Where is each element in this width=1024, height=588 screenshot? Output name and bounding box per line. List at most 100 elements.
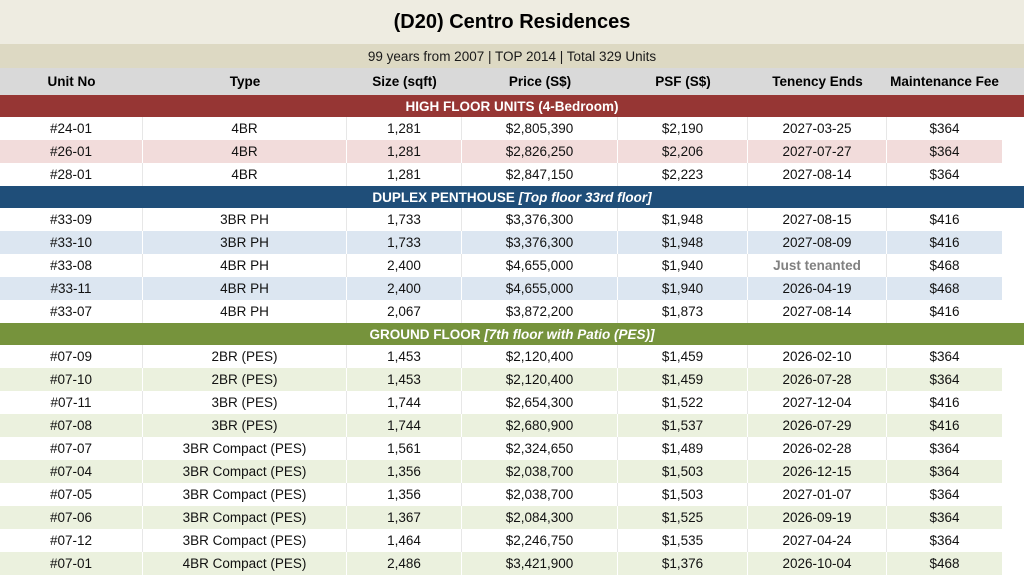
cell-unit-no: #07-04 — [0, 460, 143, 483]
cell-maintenance-fee: $416 — [929, 235, 960, 250]
column-header-psf-sgd: PSF (S$) — [655, 74, 711, 89]
column-header-unit-no: Unit No — [47, 74, 96, 89]
cell-maintenance-fee: $416 — [929, 304, 960, 319]
cell-price-sgd: $2,120,400 — [462, 345, 618, 368]
cell-psf-sgd: $2,223 — [618, 163, 748, 186]
table-row: #07-09 2BR (PES) 1,453 $2,120,400 $1,459 2026… — [0, 345, 1002, 368]
column-header-size-sqft: Size (sqft) — [372, 74, 437, 89]
cell-size-sqft: 1,733 — [347, 208, 462, 231]
table-row: #07-08 3BR (PES) 1,744 $2,680,900 $1,537 2026… — [0, 414, 1002, 437]
cell-type: 3BR Compact (PES) — [143, 529, 347, 552]
cell-tenancy-ends: 2027-08-15 — [748, 208, 887, 231]
cell-unit-no: #33-07 — [0, 300, 143, 323]
cell-tenancy-ends: 2027-08-14 — [748, 300, 887, 323]
cell-psf-sgd: $1,948 — [618, 208, 748, 231]
cell-maintenance-fee: $364 — [929, 533, 960, 548]
cell-psf-sgd: $1,940 — [618, 277, 748, 300]
cell-price-sgd: $3,376,300 — [462, 208, 618, 231]
cell-tenancy-ends: 2027-12-04 — [748, 391, 887, 414]
cell-tenancy-ends: 2026-02-10 — [748, 345, 887, 368]
cell-psf-sgd: $1,503 — [618, 483, 748, 506]
cell-maintenance-fee: $364 — [929, 144, 960, 159]
cell-psf-sgd: $1,940 — [618, 254, 748, 277]
cell-tenancy-ends: 2026-07-29 — [748, 414, 887, 437]
cell-price-sgd: $2,680,900 — [462, 414, 618, 437]
section-label: GROUND FLOOR — [369, 326, 481, 342]
cell-unit-no: #33-11 — [0, 277, 143, 300]
cell-unit-no: #28-01 — [0, 163, 143, 186]
table-row: #07-07 3BR Compact (PES) 1,561 $2,324,650 $1… — [0, 437, 1002, 460]
column-header-type: Type — [229, 74, 261, 89]
cell-price-sgd: $2,324,650 — [462, 437, 618, 460]
cell-psf-sgd: $1,535 — [618, 529, 748, 552]
cell-unit-no: #07-11 — [0, 391, 143, 414]
table-row: #24-01 4BR 1,281 $2,805,390 $2,190 2027-03-25… — [0, 117, 1002, 140]
cell-unit-no: #07-10 — [0, 368, 143, 391]
cell-psf-sgd: $1,376 — [618, 552, 748, 575]
cell-tenancy-ends: 2027-04-24 — [748, 529, 887, 552]
cell-unit-no: #07-01 — [0, 552, 143, 575]
cell-tenancy-ends: 2027-07-27 — [748, 140, 887, 163]
cell-tenancy-ends: 2026-12-15 — [748, 460, 887, 483]
cell-unit-no: #07-12 — [0, 529, 143, 552]
cell-price-sgd: $4,655,000 — [462, 277, 618, 300]
cell-psf-sgd: $1,522 — [618, 391, 748, 414]
cell-price-sgd: $2,847,150 — [462, 163, 618, 186]
cell-maintenance-fee: $468 — [929, 556, 960, 571]
cell-tenancy-ends: 2027-01-07 — [748, 483, 887, 506]
cell-size-sqft: 1,733 — [347, 231, 462, 254]
table-row: #33-09 3BR PH 1,733 $3,376,300 $1,948 2027-08… — [0, 208, 1002, 231]
cell-size-sqft: 2,067 — [347, 300, 462, 323]
cell-type: 3BR (PES) — [143, 391, 347, 414]
table-row: #28-01 4BR 1,281 $2,847,150 $2,223 2027-08-14… — [0, 163, 1002, 186]
table-row: #07-06 3BR Compact (PES) 1,367 $2,084,300 $1… — [0, 506, 1002, 529]
cell-type: 4BR — [143, 140, 347, 163]
cell-type: 4BR PH — [143, 277, 347, 300]
cell-type: 2BR (PES) — [143, 368, 347, 391]
cell-tenancy-ends: 2026-04-19 — [748, 277, 887, 300]
cell-size-sqft: 2,486 — [347, 552, 462, 575]
cell-maintenance-fee: $364 — [929, 121, 960, 136]
table-row: #07-05 3BR Compact (PES) 1,356 $2,038,700 $1… — [0, 483, 1002, 506]
table-row: #07-12 3BR Compact (PES) 1,464 $2,246,750 $1… — [0, 529, 1002, 552]
cell-unit-no: #33-09 — [0, 208, 143, 231]
cell-size-sqft: 2,400 — [347, 277, 462, 300]
project-summary: 99 years from 2007 | TOP 2014 | Total 32… — [0, 44, 1024, 68]
cell-unit-no: #33-08 — [0, 254, 143, 277]
cell-maintenance-fee: $364 — [929, 487, 960, 502]
cell-price-sgd: $2,120,400 — [462, 368, 618, 391]
cell-price-sgd: $2,826,250 — [462, 140, 618, 163]
cell-size-sqft: 1,356 — [347, 460, 462, 483]
cell-unit-no: #07-05 — [0, 483, 143, 506]
cell-psf-sgd: $1,489 — [618, 437, 748, 460]
cell-psf-sgd: $1,537 — [618, 414, 748, 437]
cell-psf-sgd: $1,525 — [618, 506, 748, 529]
cell-maintenance-fee: $364 — [929, 167, 960, 182]
table-row: #33-11 4BR PH 2,400 $4,655,000 $1,940 2026-04… — [0, 277, 1002, 300]
cell-price-sgd: $3,872,200 — [462, 300, 618, 323]
cell-psf-sgd: $1,459 — [618, 345, 748, 368]
cell-type: 4BR PH — [143, 300, 347, 323]
cell-type: 4BR — [143, 117, 347, 140]
cell-unit-no: #07-07 — [0, 437, 143, 460]
column-header-maintenance-fee: Maintenance Fee — [890, 74, 999, 89]
cell-price-sgd: $4,655,000 — [462, 254, 618, 277]
section-label: DUPLEX PENTHOUSE — [372, 189, 515, 205]
section-note: [7th floor with Patio (PES)] — [480, 326, 655, 342]
table-row: #26-01 4BR 1,281 $2,826,250 $2,206 2027-07-27… — [0, 140, 1002, 163]
table-header-row: Unit No Type Size (sqft) Price (S$) PSF (S$)… — [0, 68, 1024, 95]
section-header-high-floor-units: HIGH FLOOR UNITS (4-Bedroom) — [0, 95, 1024, 117]
cell-maintenance-fee: $364 — [929, 464, 960, 479]
cell-maintenance-fee: $468 — [929, 258, 960, 273]
cell-price-sgd: $2,805,390 — [462, 117, 618, 140]
cell-tenancy-ends: Just tenanted — [748, 254, 887, 277]
cell-price-sgd: $2,246,750 — [462, 529, 618, 552]
section-note: [Top floor 33rd floor] — [514, 189, 652, 205]
cell-price-sgd: $3,376,300 — [462, 231, 618, 254]
cell-size-sqft: 1,281 — [347, 163, 462, 186]
cell-unit-no: #07-08 — [0, 414, 143, 437]
cell-price-sgd: $2,038,700 — [462, 483, 618, 506]
cell-unit-no: #26-01 — [0, 140, 143, 163]
cell-price-sgd: $2,038,700 — [462, 460, 618, 483]
cell-psf-sgd: $1,459 — [618, 368, 748, 391]
